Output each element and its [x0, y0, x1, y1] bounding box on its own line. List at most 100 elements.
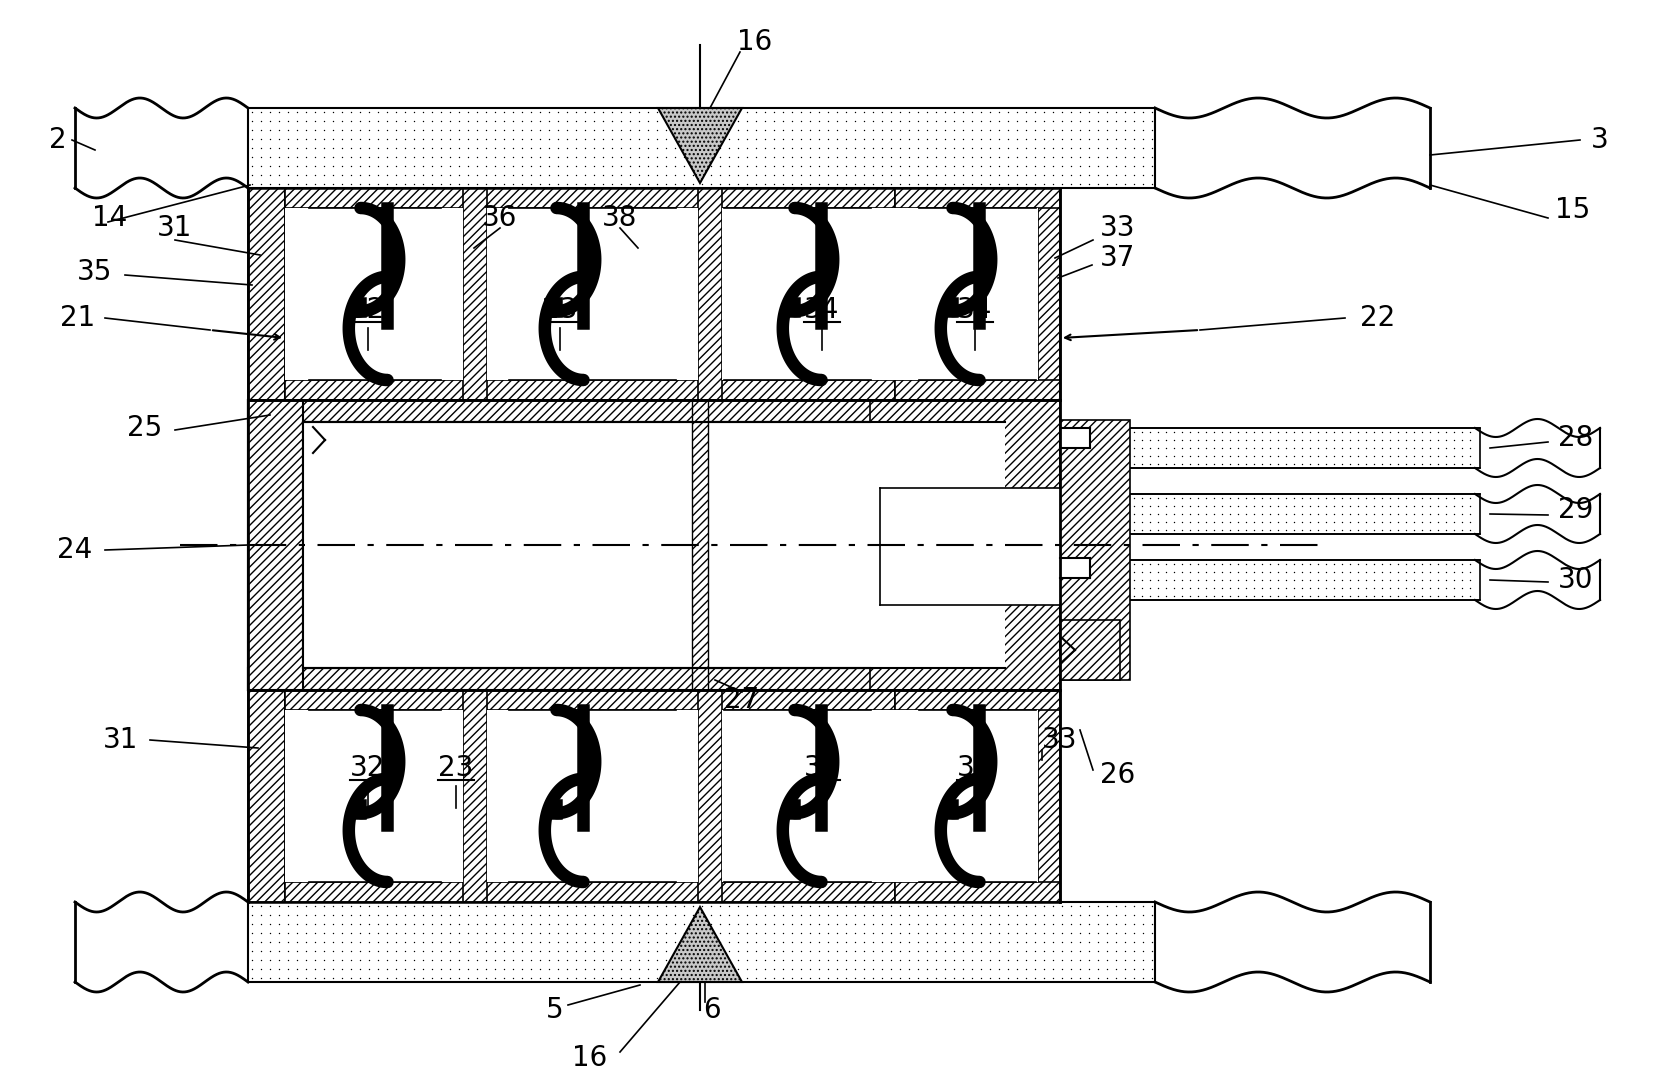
- Bar: [284, 188, 465, 208]
- Bar: [676, 690, 699, 902]
- Bar: [1037, 188, 1059, 400]
- Bar: [284, 690, 310, 902]
- Bar: [248, 668, 1059, 690]
- Bar: [895, 690, 918, 902]
- Bar: [699, 380, 895, 400]
- Bar: [1089, 560, 1479, 600]
- Bar: [284, 882, 465, 902]
- Bar: [248, 422, 303, 668]
- Text: 16: 16: [572, 1044, 607, 1072]
- Bar: [1059, 558, 1089, 578]
- Bar: [248, 902, 1154, 982]
- Bar: [487, 208, 698, 380]
- Bar: [955, 233, 975, 355]
- Bar: [310, 208, 440, 380]
- Bar: [691, 400, 708, 690]
- Bar: [284, 380, 465, 400]
- Bar: [485, 188, 509, 400]
- Text: 3: 3: [1589, 125, 1608, 154]
- Text: 23: 23: [438, 754, 473, 782]
- Bar: [699, 882, 895, 902]
- Text: 38: 38: [602, 204, 637, 232]
- Bar: [1089, 428, 1479, 468]
- Text: 2: 2: [49, 125, 67, 154]
- Bar: [440, 690, 465, 902]
- Bar: [698, 188, 721, 400]
- Bar: [509, 208, 676, 380]
- Bar: [895, 710, 1037, 882]
- Text: 22: 22: [1358, 304, 1394, 332]
- Bar: [248, 400, 1059, 422]
- Text: 37: 37: [1099, 244, 1134, 272]
- Text: 15: 15: [1554, 196, 1589, 224]
- Bar: [303, 422, 1004, 668]
- Bar: [709, 422, 870, 668]
- Text: 32: 32: [350, 754, 385, 782]
- Text: 26: 26: [1099, 762, 1134, 789]
- Text: 33: 33: [1099, 214, 1134, 242]
- Text: 27: 27: [724, 686, 760, 714]
- Text: 34: 34: [957, 296, 992, 324]
- Bar: [798, 735, 816, 856]
- Bar: [918, 208, 1036, 380]
- Bar: [485, 690, 699, 710]
- Bar: [463, 690, 487, 902]
- Bar: [248, 400, 1154, 690]
- Bar: [870, 690, 895, 902]
- Text: 33: 33: [1041, 726, 1077, 754]
- Text: 24: 24: [57, 536, 92, 564]
- Polygon shape: [657, 108, 741, 183]
- Text: 36: 36: [482, 204, 517, 232]
- Bar: [487, 710, 698, 882]
- Bar: [560, 735, 579, 856]
- Bar: [365, 735, 383, 856]
- Text: 34: 34: [957, 754, 992, 782]
- Text: 35: 35: [77, 257, 112, 286]
- Bar: [1059, 420, 1129, 680]
- Bar: [870, 188, 895, 400]
- Text: 21: 21: [60, 304, 95, 332]
- Bar: [699, 690, 723, 902]
- Bar: [699, 690, 895, 710]
- Bar: [721, 710, 895, 882]
- Bar: [1036, 188, 1059, 400]
- Text: 31: 31: [102, 726, 137, 754]
- Bar: [284, 188, 310, 400]
- Bar: [284, 710, 463, 882]
- Bar: [798, 233, 816, 355]
- Bar: [895, 188, 1059, 208]
- Text: 32: 32: [350, 296, 385, 324]
- Bar: [880, 488, 1059, 606]
- Text: 30: 30: [1558, 566, 1593, 594]
- Bar: [248, 668, 1059, 690]
- Bar: [1004, 400, 1059, 690]
- Bar: [895, 188, 918, 400]
- Bar: [1004, 422, 1059, 668]
- Bar: [248, 400, 303, 690]
- Polygon shape: [657, 907, 741, 982]
- Bar: [721, 208, 895, 380]
- Bar: [918, 710, 1036, 882]
- Bar: [723, 710, 870, 882]
- Text: 34: 34: [803, 296, 840, 324]
- Bar: [895, 208, 1037, 380]
- Bar: [440, 188, 465, 400]
- Bar: [676, 188, 699, 400]
- Bar: [248, 400, 1059, 690]
- Text: 31: 31: [157, 214, 192, 242]
- Bar: [1059, 428, 1089, 448]
- Bar: [303, 422, 709, 668]
- Bar: [248, 400, 1059, 422]
- Text: 23: 23: [542, 296, 577, 324]
- Bar: [463, 188, 487, 400]
- Bar: [303, 422, 1004, 668]
- Bar: [485, 380, 699, 400]
- Bar: [1059, 620, 1119, 680]
- Text: 6: 6: [703, 996, 721, 1024]
- Bar: [895, 882, 1059, 902]
- Bar: [723, 208, 870, 380]
- Bar: [699, 188, 723, 400]
- Bar: [955, 735, 975, 856]
- Bar: [698, 690, 721, 902]
- Bar: [870, 400, 1059, 690]
